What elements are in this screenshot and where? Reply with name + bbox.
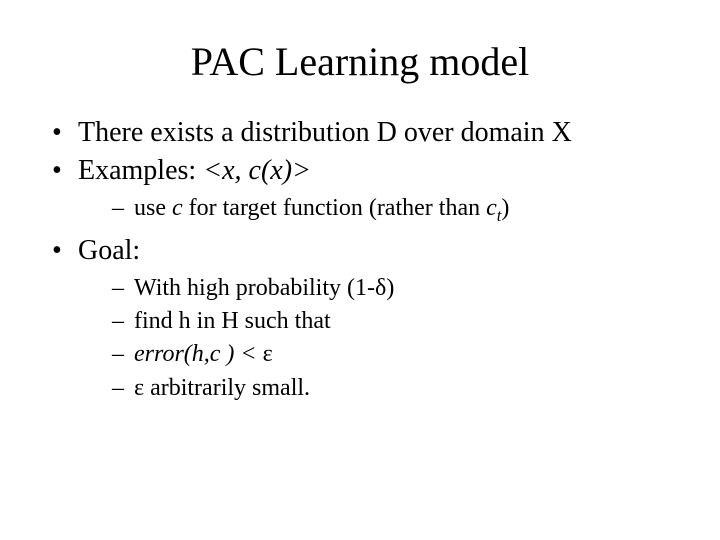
text: With high probability (1- [134, 275, 375, 301]
slide-title: PAC Learning model [50, 38, 670, 85]
bullet-examples: Examples: <x, c(x)> use c for target fun… [50, 153, 670, 227]
bullet-text-prefix: Examples: [78, 155, 203, 186]
lt: < [234, 341, 262, 367]
epsilon-symbol: ε [263, 341, 273, 367]
bullet-text: Goal: [78, 235, 140, 266]
text: for target function (rather than [183, 195, 486, 221]
delta-symbol: δ [375, 275, 386, 301]
text: ) [501, 195, 509, 221]
sub-bullet-high-prob: With high probability (1-δ) [112, 272, 670, 304]
slide: PAC Learning model There exists a distri… [0, 0, 720, 540]
text: arbitrarily small. [144, 375, 310, 401]
bullet-text-example: <x, c(x)> [203, 155, 311, 186]
sub-bullet-find-h: find h in H such that [112, 305, 670, 337]
text: ) [386, 275, 394, 301]
sub-bullet-eps-small: ε arbitrarily small. [112, 372, 670, 404]
error-expr: error(h,c ) [134, 341, 234, 367]
var-c: c [172, 195, 183, 221]
sub-bullet-target-fn: use c for target function (rather than c… [112, 192, 670, 227]
bullet-goal: Goal: With high probability (1-δ) find h… [50, 233, 670, 404]
text: use [134, 195, 172, 221]
text: find h in H such that [134, 308, 331, 334]
epsilon-symbol: ε [134, 375, 144, 401]
bullet-text: There exists a distribution D over domai… [78, 117, 572, 148]
var-ct-c: c [486, 195, 497, 221]
bullet-distribution: There exists a distribution D over domai… [50, 115, 670, 151]
sub-bullet-error: error(h,c ) < ε [112, 338, 670, 370]
sub-list-examples: use c for target function (rather than c… [78, 192, 670, 227]
sub-list-goal: With high probability (1-δ) find h in H … [78, 272, 670, 405]
bullet-list: There exists a distribution D over domai… [50, 115, 670, 404]
